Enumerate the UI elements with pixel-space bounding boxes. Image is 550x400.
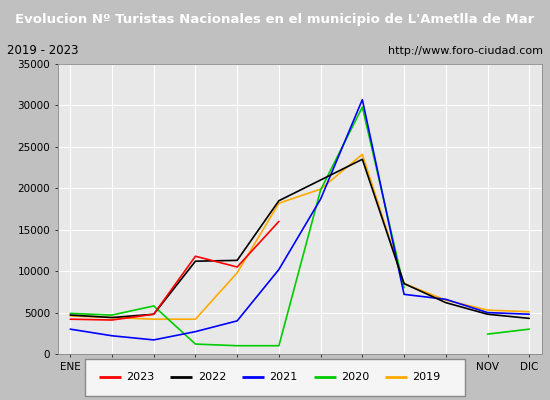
Text: http://www.foro-ciudad.com: http://www.foro-ciudad.com [388, 46, 543, 56]
Text: 2021: 2021 [270, 372, 298, 382]
Text: 2020: 2020 [341, 372, 369, 382]
Text: 2022: 2022 [198, 372, 227, 382]
FancyBboxPatch shape [85, 358, 465, 396]
Text: 2019 - 2023: 2019 - 2023 [7, 44, 78, 58]
Text: 2019: 2019 [412, 372, 441, 382]
Text: 2023: 2023 [126, 372, 155, 382]
Text: Evolucion Nº Turistas Nacionales en el municipio de L'Ametlla de Mar: Evolucion Nº Turistas Nacionales en el m… [15, 12, 535, 26]
